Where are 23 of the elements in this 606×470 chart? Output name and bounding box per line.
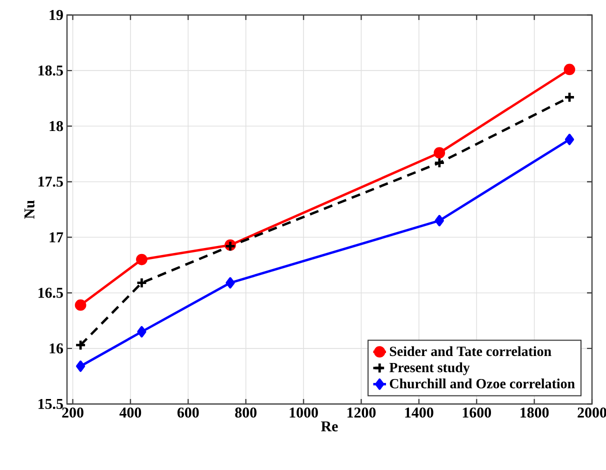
x-tick-label: 1200	[347, 408, 376, 418]
x-tick-label: 200	[62, 408, 84, 418]
y-tick-label: 18	[50, 121, 63, 132]
x-tick-label: 800	[235, 408, 256, 418]
y-tick-label: 19	[50, 10, 63, 20]
x-axis-title: Re	[321, 421, 338, 432]
y-tick-label: 17.5	[38, 176, 63, 187]
y-axis-title: Nu	[24, 200, 34, 219]
x-tick-label: 1400	[405, 408, 434, 418]
y-tick-label: 15.5	[38, 398, 63, 410]
y-tick-label: 16	[50, 343, 64, 354]
x-tick-label: 2000	[578, 408, 606, 418]
legend-label: Churchill and Ozoe correlation	[390, 378, 575, 388]
y-tick-label: 18.5	[38, 65, 63, 76]
x-tick-label: 1800	[520, 408, 549, 418]
x-tick-label: 1600	[462, 408, 491, 418]
y-tick-label: 17	[50, 232, 64, 242]
x-tick-label: 400	[119, 408, 142, 418]
legend-label: Present study	[389, 362, 470, 376]
legend-label: Seider and Tate correlation	[390, 346, 552, 356]
x-tick-label: 600	[177, 408, 199, 418]
x-tick-label: 1000	[290, 408, 318, 418]
y-tick-label: 16.5	[38, 288, 63, 298]
